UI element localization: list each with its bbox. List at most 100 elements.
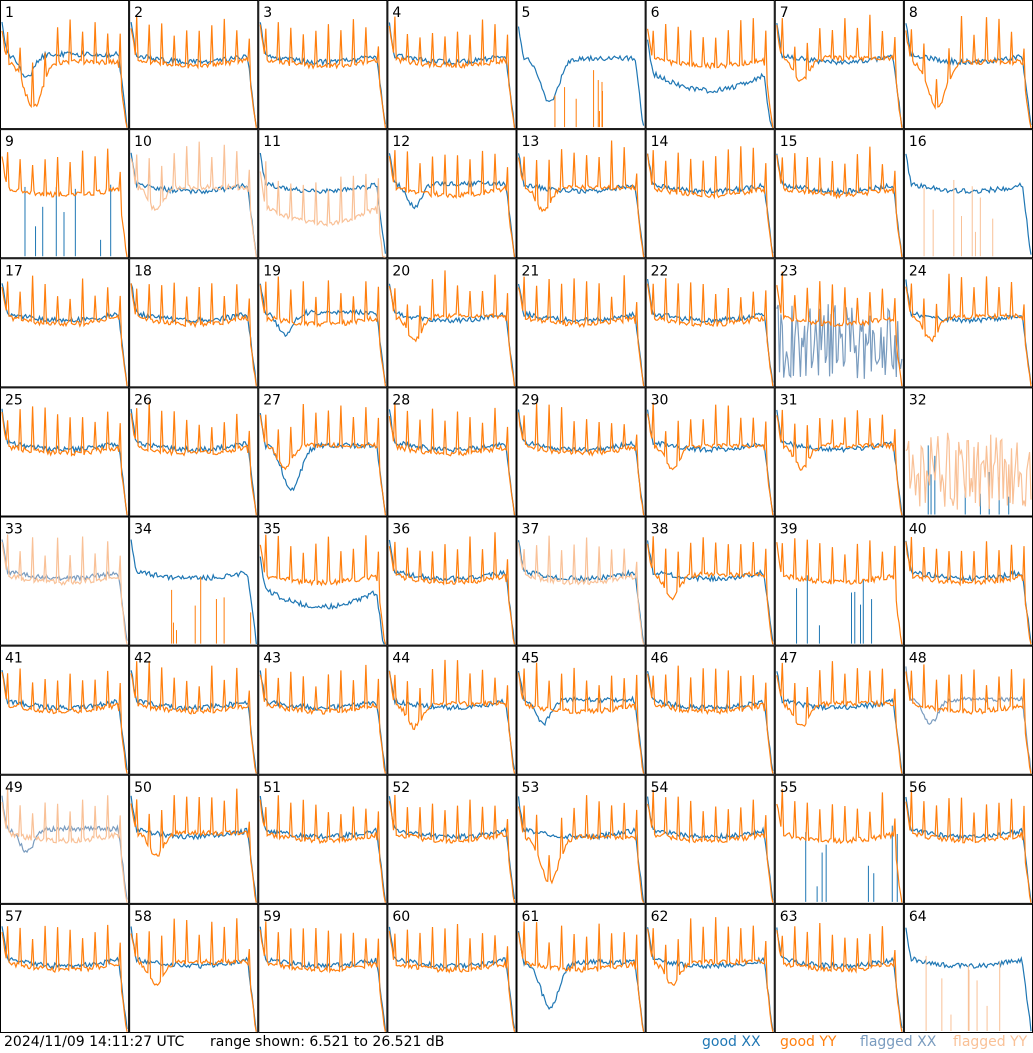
panel-label: 42	[134, 651, 152, 667]
panel-7: 7	[774, 0, 904, 130]
panel-48: 48	[903, 645, 1033, 775]
panel-label: 57	[5, 909, 23, 925]
panel-label: 28	[392, 392, 410, 408]
panel-label: 63	[780, 909, 798, 925]
panel-label: 34	[134, 522, 152, 538]
series-yy	[905, 432, 1032, 510]
panel-label: 36	[392, 522, 410, 538]
panel-label: 38	[651, 522, 669, 538]
series-yy	[647, 536, 774, 645]
panel-47: 47	[774, 645, 904, 775]
panel-label: 32	[909, 392, 927, 408]
panel-41: 41	[0, 645, 130, 775]
series-yy	[388, 270, 516, 387]
series-yy	[905, 536, 1032, 645]
series-yy	[259, 161, 386, 258]
series-yy	[259, 664, 386, 774]
panel-51: 51	[258, 774, 388, 904]
panel-label: 21	[522, 263, 540, 279]
panel-label: 9	[5, 134, 14, 150]
series-yy	[259, 403, 386, 516]
panel-label: 25	[5, 392, 23, 408]
series-xx	[647, 927, 774, 1030]
panel-label: 45	[522, 651, 540, 667]
panel-35: 35	[258, 516, 388, 646]
panel-24: 24	[903, 258, 1033, 388]
legend-good-xx: good XX	[702, 1034, 761, 1050]
panel-frame	[387, 645, 517, 775]
series-yy	[130, 282, 257, 387]
series-yy	[776, 14, 903, 128]
timestamp: 2024/11/09 14:11:27 UTC	[4, 1034, 185, 1050]
series-yy	[517, 403, 645, 516]
panel-57: 57	[0, 903, 130, 1033]
panel-label: 6	[651, 5, 660, 21]
panel-label: 17	[5, 263, 23, 279]
series-yy	[388, 923, 516, 1032]
series-yy	[388, 403, 516, 516]
series-yy	[130, 918, 257, 1032]
panel-frame	[903, 129, 1033, 259]
panel-frame	[903, 0, 1033, 130]
series-yy	[259, 276, 386, 387]
panel-9: 9	[0, 129, 130, 259]
footer: 2024/11/09 14:11:27 UTC range shown: 6.5…	[0, 1033, 1033, 1053]
panel-label: 22	[651, 263, 669, 279]
series-xx	[905, 153, 1032, 255]
panel-label: 8	[909, 5, 918, 21]
series-xx	[130, 795, 257, 903]
panel-frame	[387, 129, 517, 259]
range-label: range shown: 6.521 to 26.521 dB	[210, 1034, 445, 1050]
panel-50: 50	[129, 774, 259, 904]
series-yy	[1, 148, 128, 258]
series-yy	[517, 921, 645, 1032]
series-xx	[259, 152, 386, 254]
panel-10: 10	[129, 129, 259, 259]
panel-13: 13	[516, 129, 646, 259]
panel-63: 63	[774, 903, 904, 1033]
panel-36: 36	[387, 516, 517, 646]
series-xx	[647, 39, 774, 129]
panel-frame	[129, 0, 259, 130]
series-yy	[1, 19, 128, 128]
panel-23: 23	[774, 258, 904, 388]
panel-label: 5	[522, 5, 531, 21]
panel-label: 10	[134, 134, 152, 150]
panel-label: 39	[780, 522, 798, 538]
panel-30: 30	[645, 387, 775, 517]
panel-frame	[645, 258, 775, 388]
panel-54: 54	[645, 774, 775, 904]
panel-56: 56	[903, 774, 1033, 904]
series-yy	[776, 409, 903, 516]
panel-frame	[903, 516, 1033, 646]
panel-frame	[129, 645, 259, 775]
series-yy	[1, 668, 128, 774]
panel-39: 39	[774, 516, 904, 646]
panel-label: 41	[5, 651, 23, 667]
panel-3: 3	[258, 0, 388, 130]
panel-label: 19	[263, 263, 281, 279]
panel-40: 40	[903, 516, 1033, 646]
panel-4: 4	[387, 0, 517, 130]
panel-label: 46	[651, 651, 669, 667]
panel-6: 6	[645, 0, 775, 130]
series-yy	[517, 275, 645, 387]
legend-flagged-xx: flagged XX	[860, 1034, 937, 1050]
panel-frame	[645, 0, 775, 130]
panel-label: 43	[263, 651, 281, 667]
series-yy	[776, 146, 903, 258]
panel-label: 51	[263, 780, 281, 796]
panel-label: 64	[909, 909, 927, 925]
panel-label: 26	[134, 392, 152, 408]
panel-label: 4	[392, 5, 401, 21]
panel-26: 26	[129, 387, 259, 517]
series-xx	[388, 926, 516, 1029]
series-yy	[517, 535, 645, 645]
panel-frame	[129, 516, 259, 646]
panel-19: 19	[258, 258, 388, 388]
series-yy	[259, 19, 386, 128]
series-yy	[388, 794, 516, 903]
series-yy	[905, 664, 1032, 774]
panel-label: 7	[780, 5, 789, 21]
series-yy	[647, 18, 774, 128]
